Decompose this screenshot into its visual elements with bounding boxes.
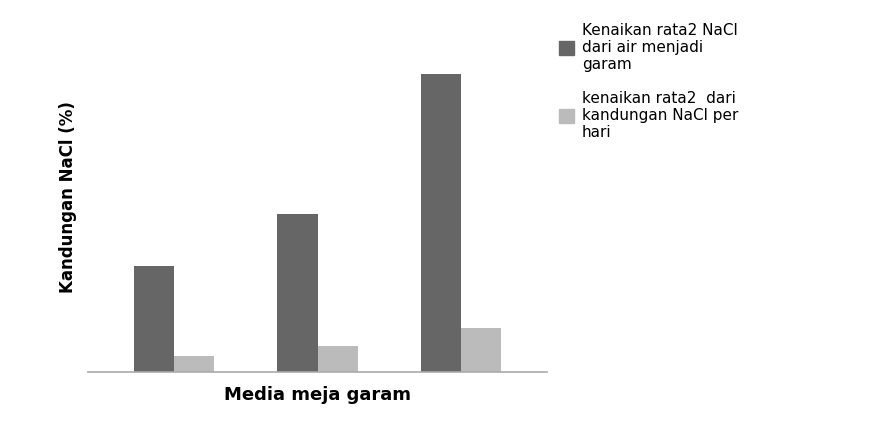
X-axis label: Media meja garam: Media meja garam (224, 386, 411, 404)
Legend: Kenaikan rata2 NaCl
dari air menjadi
garam, kenaikan rata2  dari
kandungan NaCl : Kenaikan rata2 NaCl dari air menjadi gar… (559, 22, 738, 141)
Bar (421, 74, 461, 372)
Bar (461, 328, 501, 372)
Bar (175, 356, 214, 372)
Y-axis label: Kandungan NaCl (%): Kandungan NaCl (%) (59, 101, 77, 293)
Bar (318, 346, 358, 372)
Bar (134, 266, 175, 372)
Bar (277, 214, 318, 372)
